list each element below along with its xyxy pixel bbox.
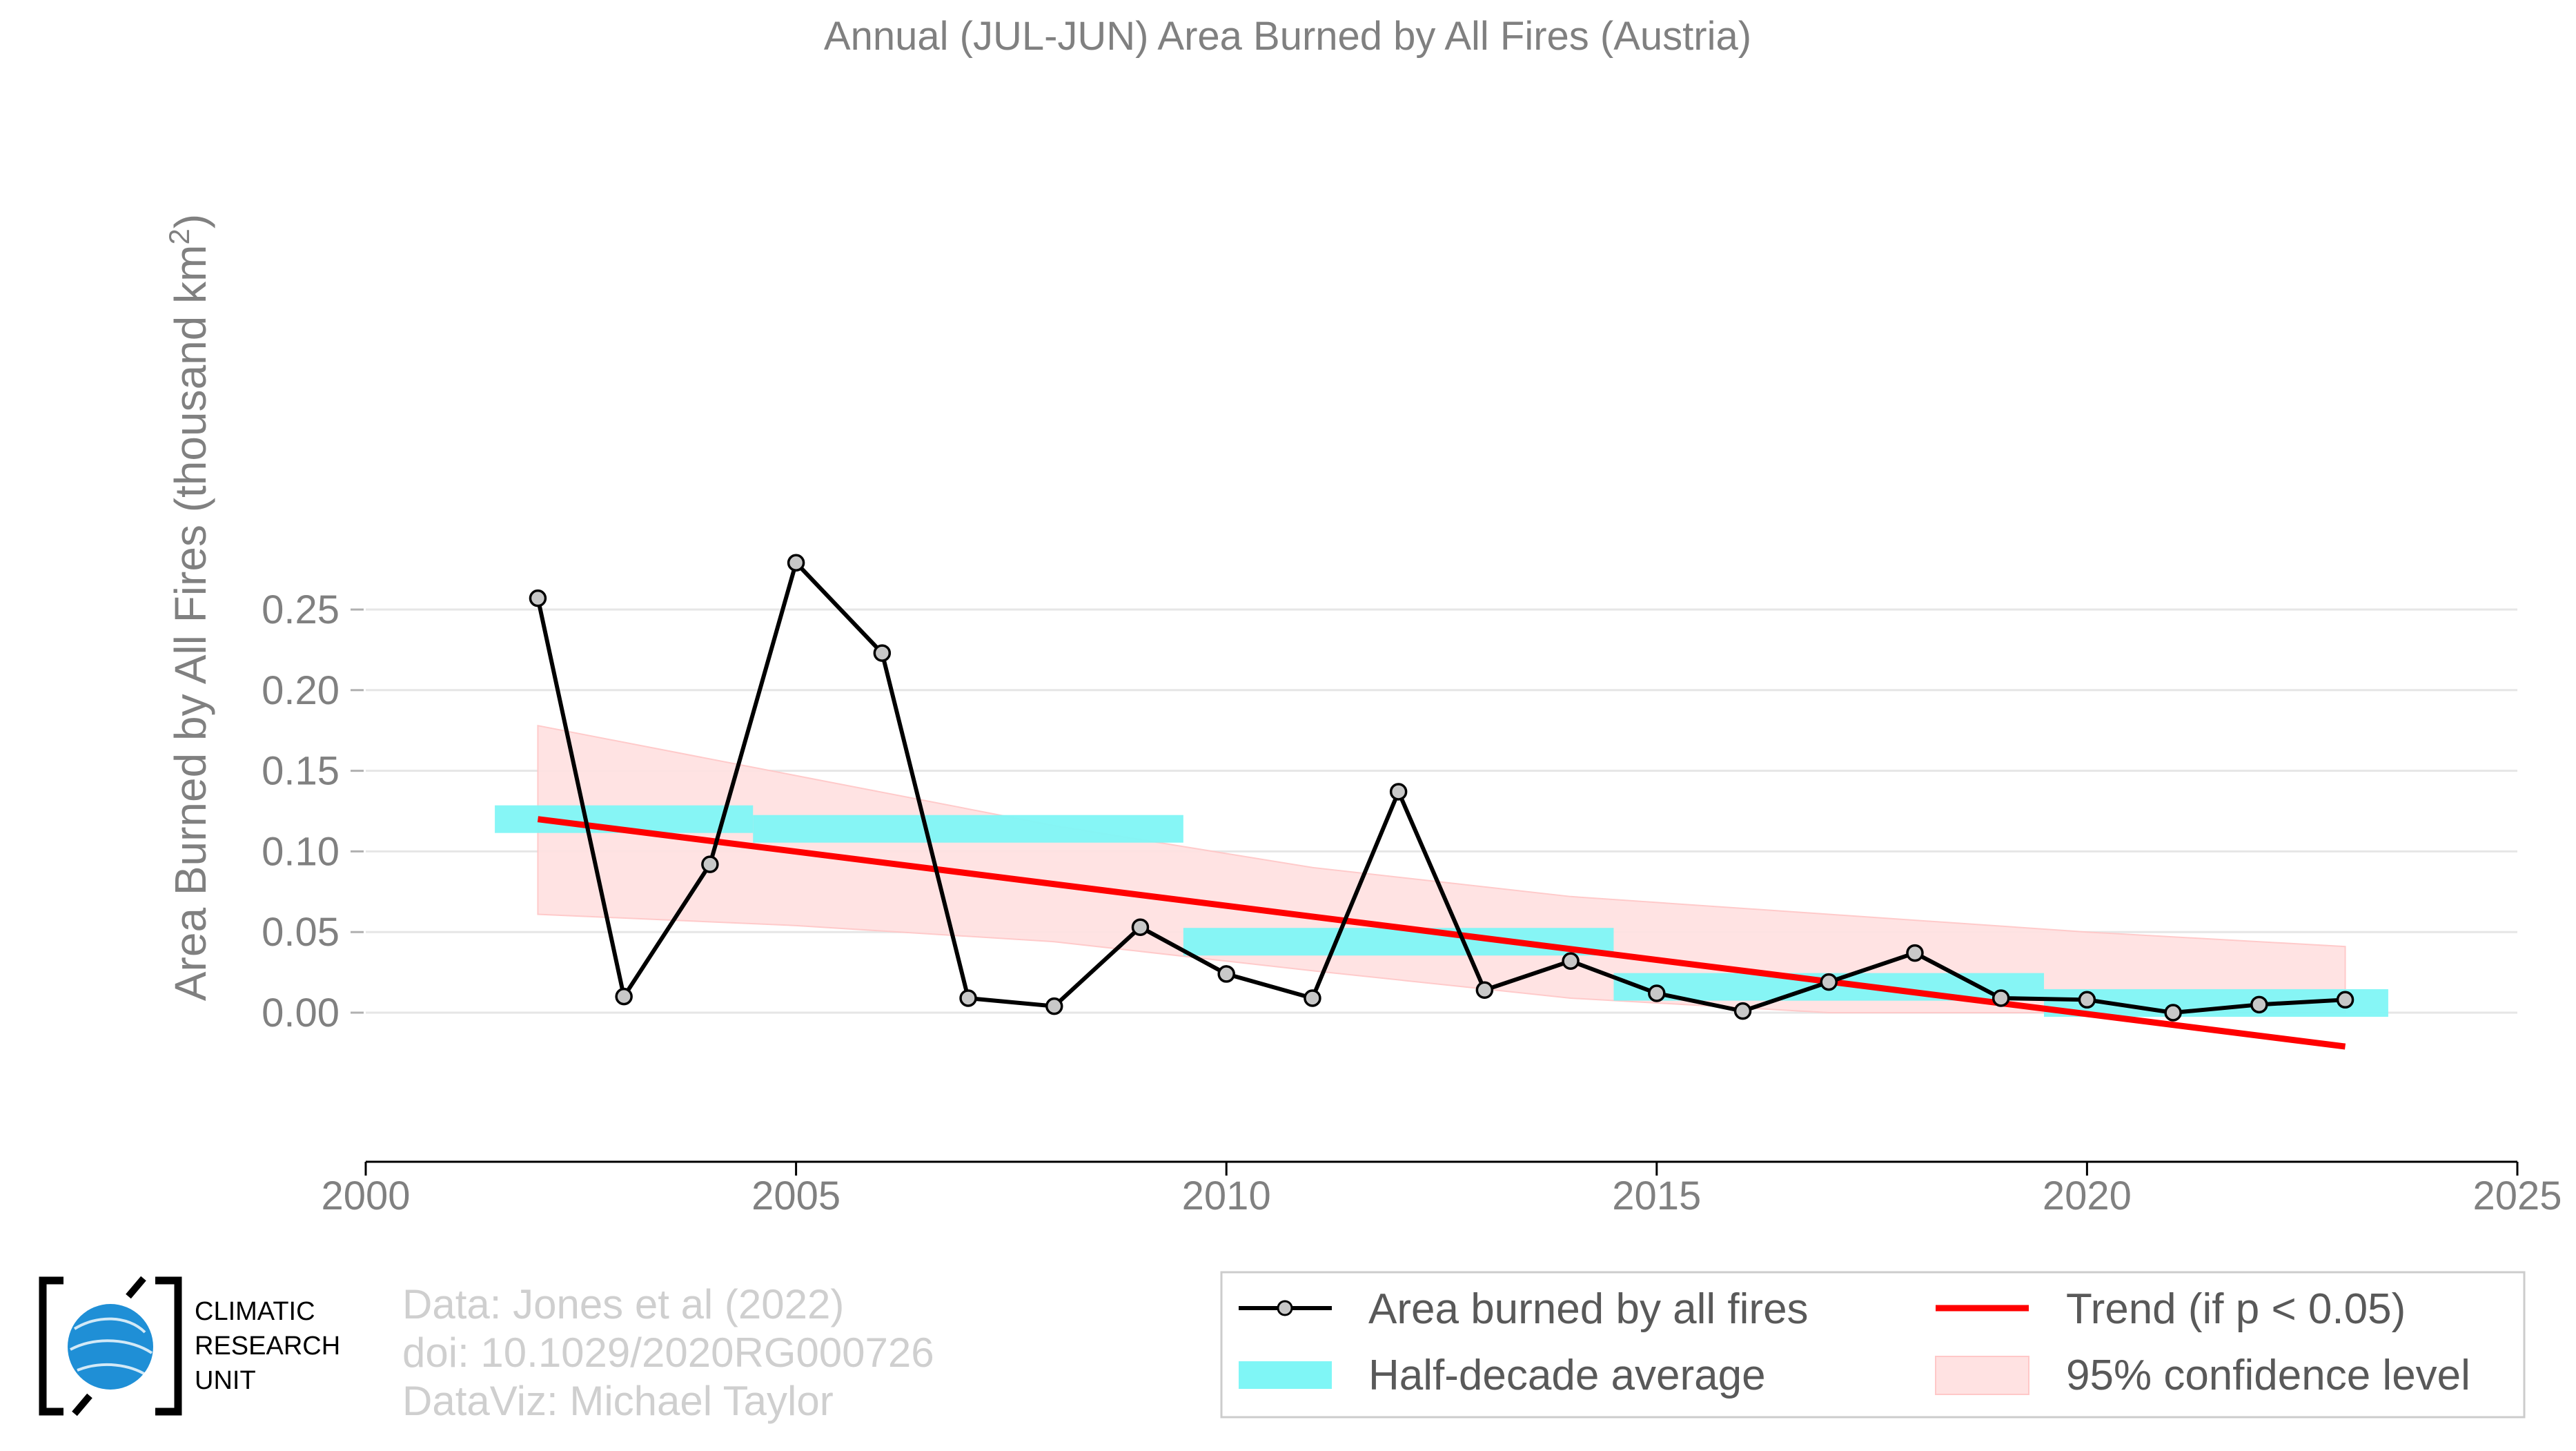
logo-line-2: RESEARCH: [195, 1332, 340, 1361]
data-point: [1733, 1002, 1752, 1020]
data-point: [701, 855, 719, 873]
legend-swatch-half-decade: [1239, 1361, 1332, 1389]
legend-label-trend: Trend (if p < 0.05): [2066, 1285, 2406, 1333]
y-tick-label: 0.10: [262, 829, 340, 874]
data-point: [2078, 991, 2096, 1009]
y-tick-label: 0.05: [262, 910, 340, 955]
logo-line-3: UNIT: [195, 1366, 256, 1395]
data-point: [873, 644, 892, 662]
data-point: [1992, 989, 2010, 1007]
logo-bracket-left: [39, 1276, 63, 1416]
data-point: [2164, 1004, 2182, 1022]
y-tick-label: 0.20: [262, 668, 340, 713]
y-ticks: 0.00 0.05 0.10 0.15 0.20 0.25: [262, 587, 364, 1035]
x-tick-label: 2000: [321, 1174, 410, 1218]
data-point: [615, 987, 633, 1006]
data-point: [1304, 989, 1321, 1007]
half-decade-bar: [753, 815, 1183, 843]
y-axis-label: Area Burned by All Fires (thousand km2): [163, 214, 215, 1001]
legend-label-area-burned: Area burned by all fires: [1368, 1285, 1809, 1333]
area-burned-layer: [529, 554, 2354, 1022]
logo-slash-bottom: [72, 1393, 92, 1416]
legend-swatch-confidence: [1935, 1356, 2029, 1395]
half-decade-bar: [1183, 928, 1614, 956]
x-tick-label: 2020: [2043, 1174, 2132, 1218]
data-point: [1562, 952, 1580, 970]
x-tick-label: 2015: [1612, 1174, 1701, 1218]
data-point: [1217, 965, 1235, 983]
trend-layer: [537, 816, 2346, 1050]
legend-label-confidence: 95% confidence level: [2066, 1352, 2470, 1399]
data-point: [1648, 984, 1666, 1002]
credit-data: Data: Jones et al (2022): [402, 1281, 844, 1327]
data-point: [959, 989, 977, 1007]
chart-title: Annual (JUL-JUN) Area Burned by All Fire…: [824, 14, 1751, 59]
legend-label-half-decade: Half-decade average: [1368, 1352, 1766, 1399]
y-tick-label: 0.25: [262, 587, 340, 632]
legend: Area burned by all fires Trend (if p < 0…: [1220, 1271, 2526, 1419]
data-point: [2336, 991, 2354, 1009]
data-point: [1820, 973, 1838, 991]
data-point: [529, 589, 547, 607]
x-tick-label: 2005: [751, 1174, 840, 1218]
confidence-band: [537, 724, 2346, 1013]
logo-line-1: CLIMATIC: [195, 1297, 315, 1326]
logo-bracket-right: [155, 1276, 182, 1416]
cru-logo: CLIMATIC RESEARCH UNIT: [39, 1276, 340, 1416]
trend-line: [537, 816, 2346, 1050]
data-point: [1045, 997, 1063, 1015]
y-tick-label: 0.15: [262, 749, 340, 794]
x-tick-label: 2010: [1182, 1174, 1271, 1218]
data-point: [1906, 944, 1924, 962]
logo-slash-top: [126, 1276, 146, 1299]
legend-marker-area-burned: [1277, 1300, 1293, 1316]
confidence-band-layer: [537, 724, 2346, 1013]
area-burned-line: [535, 561, 2346, 1015]
data-point: [1131, 918, 1150, 936]
data-point: [787, 554, 805, 572]
legend-frame: [1220, 1271, 2526, 1419]
x-tick-label: 2025: [2472, 1174, 2562, 1218]
data-point: [1475, 981, 1494, 1000]
credit-dataviz: DataViz: Michael Taylor: [402, 1378, 834, 1424]
data-point: [2250, 995, 2268, 1014]
x-ticks: 2000 2005 2010 2015 2020 2025: [321, 1162, 2562, 1218]
data-point: [1389, 783, 1408, 801]
globe-swirl: [70, 1317, 153, 1376]
credit-doi: doi: 10.1029/2020RG000726: [402, 1330, 934, 1376]
y-tick-label: 0.00: [262, 991, 340, 1035]
